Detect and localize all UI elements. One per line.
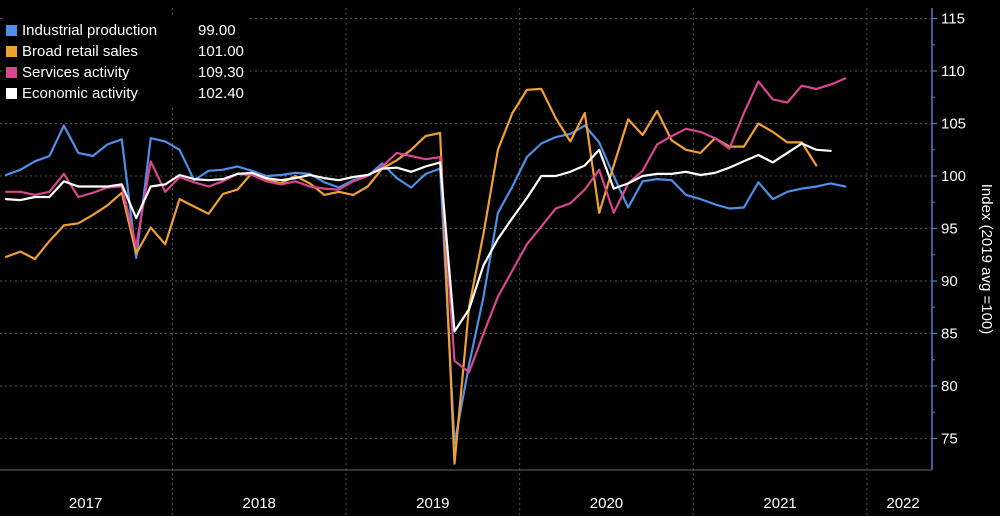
series-line-broad-retail-sales bbox=[4, 87, 818, 465]
x-tick-label: 2018 bbox=[243, 495, 276, 512]
grid bbox=[0, 8, 932, 516]
legend-item-broad-retail-sales: Broad retail sales 101.00 bbox=[6, 41, 244, 62]
x-tick-label: 2019 bbox=[416, 495, 449, 512]
y-tick-label: 75 bbox=[941, 431, 958, 448]
legend-label: Economic activity bbox=[22, 85, 138, 102]
y-tick-label: 95 bbox=[941, 221, 958, 238]
y-tick-label: 85 bbox=[941, 326, 958, 343]
legend-swatch bbox=[6, 46, 17, 57]
x-tick-label: 2020 bbox=[590, 495, 623, 512]
legend-label: Services activity bbox=[22, 64, 130, 81]
y-tick-label: 80 bbox=[941, 378, 958, 395]
x-axis: 2017 2018 2019 2020 2021 2022 bbox=[0, 469, 932, 512]
legend-value: 99.00 bbox=[198, 22, 236, 39]
legend-swatch bbox=[6, 67, 17, 78]
legend: Industrial production 99.00 Broad retail… bbox=[4, 18, 250, 106]
y-tick-label: 115 bbox=[941, 11, 965, 28]
legend-item-economic-activity: Economic activity 102.40 bbox=[6, 83, 244, 104]
y-tick-label: 90 bbox=[941, 273, 958, 290]
legend-value: 102.40 bbox=[198, 85, 244, 102]
y-tick-label: 105 bbox=[941, 116, 966, 133]
y-axis: 75 80 85 90 95 100 105 110 115 bbox=[931, 8, 966, 470]
legend-value: 101.00 bbox=[198, 43, 244, 60]
legend-swatch bbox=[6, 25, 17, 36]
series-line-industrial-production bbox=[4, 124, 847, 445]
x-tick-label: 2022 bbox=[886, 495, 919, 512]
legend-label: Broad retail sales bbox=[22, 43, 138, 60]
series-line-economic-activity bbox=[4, 142, 832, 333]
series-line-services-activity bbox=[4, 77, 847, 374]
series-lines bbox=[4, 77, 847, 465]
y-tick-label: 100 bbox=[941, 168, 966, 185]
y-tick-label: 110 bbox=[941, 63, 965, 80]
legend-label: Industrial production bbox=[22, 22, 158, 39]
legend-item-services-activity: Services activity 109.30 bbox=[6, 62, 244, 83]
legend-value: 109.30 bbox=[198, 64, 244, 81]
legend-item-industrial-production: Industrial production 99.00 bbox=[6, 20, 244, 41]
y-axis-title: Index (2019 avg =100) bbox=[978, 184, 995, 335]
x-tick-label: 2017 bbox=[69, 495, 102, 512]
x-tick-label: 2021 bbox=[763, 495, 796, 512]
legend-swatch bbox=[6, 88, 17, 99]
